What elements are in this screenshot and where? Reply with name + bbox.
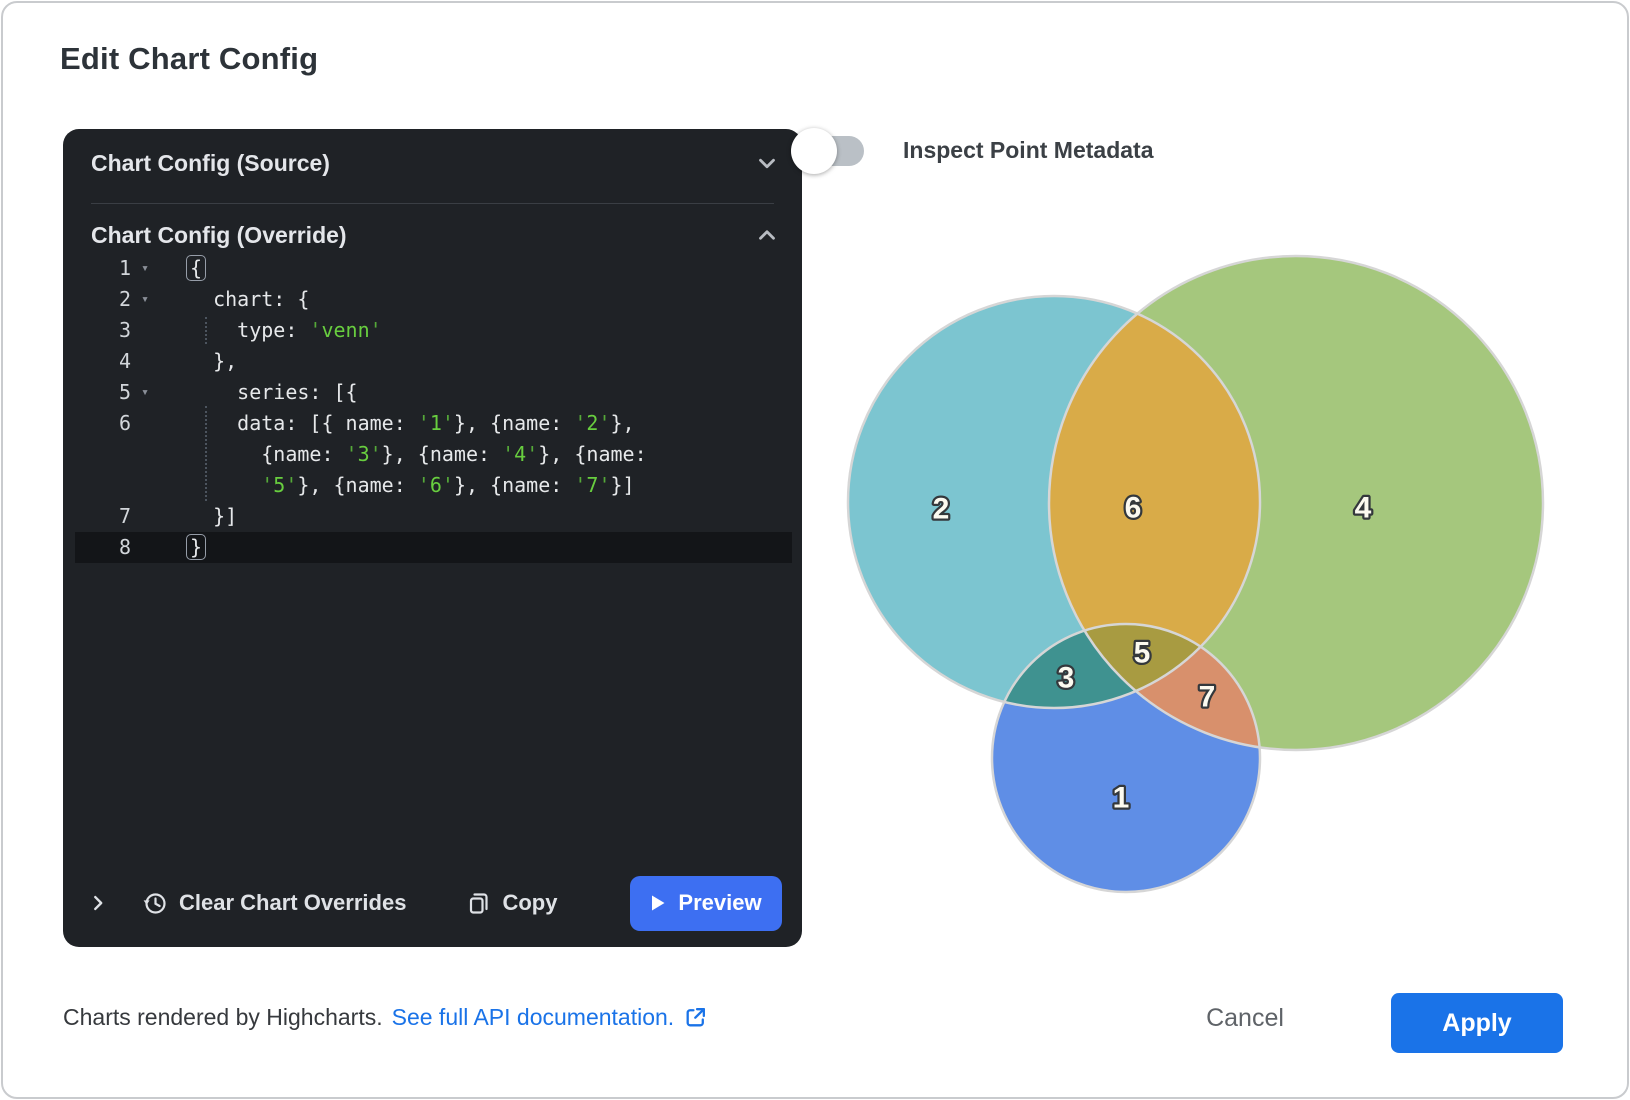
play-icon bbox=[652, 895, 665, 911]
preview-button[interactable]: Preview bbox=[630, 875, 782, 931]
code-text: { bbox=[186, 253, 207, 284]
fold-caret-placeholder bbox=[135, 470, 155, 501]
code-text: }] bbox=[213, 504, 238, 528]
venn-overlap-region[interactable] bbox=[1049, 256, 1543, 750]
code-line[interactable]: 8} bbox=[75, 532, 792, 563]
venn-circle-outline bbox=[990, 622, 1262, 894]
code-text: series: [{ bbox=[237, 380, 358, 404]
chart-config-editor-panel: Chart Config (Source) Chart Config (Over… bbox=[63, 129, 802, 947]
toggle-knob bbox=[791, 128, 837, 174]
code-line[interactable]: 7}] bbox=[75, 501, 792, 532]
code-line[interactable]: 6 data: [{ name: '1'}, {name: '2'}, bbox=[75, 408, 792, 439]
code-line[interactable]: 5 ▾ series: [{ bbox=[75, 377, 792, 408]
source-section-title: Chart Config (Source) bbox=[91, 149, 330, 176]
code-line[interactable]: {name: '3'}, {name: '4'}, {name: bbox=[75, 439, 792, 470]
source-section-header[interactable]: Chart Config (Source) bbox=[91, 147, 780, 179]
chevron-up-icon[interactable] bbox=[754, 222, 780, 248]
clear-overrides-label: Clear Chart Overrides bbox=[179, 890, 407, 915]
line-number: 8 bbox=[118, 535, 131, 559]
fold-caret-icon[interactable]: ▾ bbox=[141, 261, 149, 276]
api-doc-link[interactable]: See full API documentation. bbox=[391, 1004, 675, 1030]
editor-toolbar: Clear Chart Overrides Copy Preview bbox=[83, 875, 782, 931]
override-section-header[interactable]: Chart Config (Override) bbox=[91, 219, 780, 251]
line-number: 2 bbox=[118, 287, 131, 311]
fold-caret-placeholder bbox=[135, 346, 155, 377]
venn-region-label: 1 bbox=[1113, 782, 1130, 815]
override-section-title: Chart Config (Override) bbox=[91, 221, 347, 248]
code-text: '5'}, {name: '6'}, {name: '7'}] bbox=[261, 473, 635, 497]
code-text: type: 'venn' bbox=[237, 318, 382, 342]
code-text: chart: { bbox=[213, 287, 310, 311]
indent-guide bbox=[205, 317, 207, 344]
code-editor[interactable]: 1 ▾ {2 ▾ chart: { 3 type: 'venn' 4}, 5 ▾ series: [… bbox=[75, 253, 792, 563]
code-text: data: [{ name: '1'}, {name: '2'}, bbox=[237, 411, 635, 435]
line-number: 7 bbox=[118, 504, 131, 528]
line-number: 4 bbox=[118, 349, 131, 373]
fold-caret-placeholder bbox=[135, 501, 155, 532]
line-number: 6 bbox=[118, 411, 131, 435]
preview-label: Preview bbox=[678, 890, 762, 915]
line-number bbox=[75, 439, 135, 470]
venn-region-label: 7 bbox=[1199, 681, 1216, 714]
code-line[interactable]: '5'}, {name: '6'}, {name: '7'}] bbox=[75, 470, 792, 501]
venn-circle-outline bbox=[846, 294, 1262, 710]
venn-region-label: 5 bbox=[1134, 637, 1151, 670]
copy-icon bbox=[470, 893, 489, 914]
cancel-button[interactable]: Cancel bbox=[1195, 1003, 1295, 1034]
history-icon bbox=[143, 893, 166, 914]
highcharts-note: Charts rendered by Highcharts. bbox=[63, 1004, 383, 1030]
indent-guide bbox=[205, 406, 207, 501]
line-number: 1 bbox=[118, 256, 131, 280]
copy-button[interactable]: Copy bbox=[466, 889, 557, 917]
inspect-metadata-toggle[interactable] bbox=[791, 128, 864, 174]
venn-region-label: 4 bbox=[1355, 492, 1372, 525]
fold-caret-placeholder bbox=[135, 532, 155, 563]
venn-region-label: 6 bbox=[1125, 492, 1142, 525]
fold-caret-placeholder bbox=[135, 408, 155, 439]
code-line[interactable]: 2 ▾ chart: { bbox=[75, 284, 792, 315]
code-text: }, bbox=[213, 349, 238, 373]
chevron-down-icon[interactable] bbox=[754, 150, 780, 176]
fold-caret-icon[interactable]: ▾ bbox=[141, 292, 149, 307]
code-line[interactable]: 1 ▾ { bbox=[75, 253, 792, 284]
fold-caret-placeholder bbox=[135, 315, 155, 346]
venn-region-label: 3 bbox=[1058, 662, 1075, 695]
code-line[interactable]: 3 type: 'venn' bbox=[75, 315, 792, 346]
footer-note-row: Charts rendered by Highcharts. See full … bbox=[63, 1004, 708, 1031]
collapse-panel-icon[interactable] bbox=[87, 892, 109, 914]
code-line[interactable]: 4}, bbox=[75, 346, 792, 377]
clear-overrides-button[interactable]: Clear Chart Overrides bbox=[141, 889, 406, 917]
line-number: 3 bbox=[118, 318, 131, 342]
line-number: 5 bbox=[118, 380, 131, 404]
venn-chart[interactable]: 2 6 4 3 5 7 1 bbox=[803, 213, 1583, 923]
section-divider bbox=[91, 203, 774, 204]
fold-caret-placeholder bbox=[135, 439, 155, 470]
apply-button[interactable]: Apply bbox=[1391, 993, 1563, 1053]
fold-caret-icon[interactable]: ▾ bbox=[141, 385, 149, 400]
venn-region-label: 2 bbox=[933, 493, 950, 526]
copy-label: Copy bbox=[502, 890, 558, 915]
external-link-icon[interactable] bbox=[683, 1005, 708, 1030]
code-text: } bbox=[186, 532, 207, 563]
line-number bbox=[75, 470, 135, 501]
inspect-metadata-label: Inspect Point Metadata bbox=[903, 137, 1154, 163]
code-text: {name: '3'}, {name: '4'}, {name: bbox=[261, 442, 647, 466]
page-title: Edit Chart Config bbox=[60, 41, 319, 76]
venn-circle-outline bbox=[1047, 254, 1545, 752]
